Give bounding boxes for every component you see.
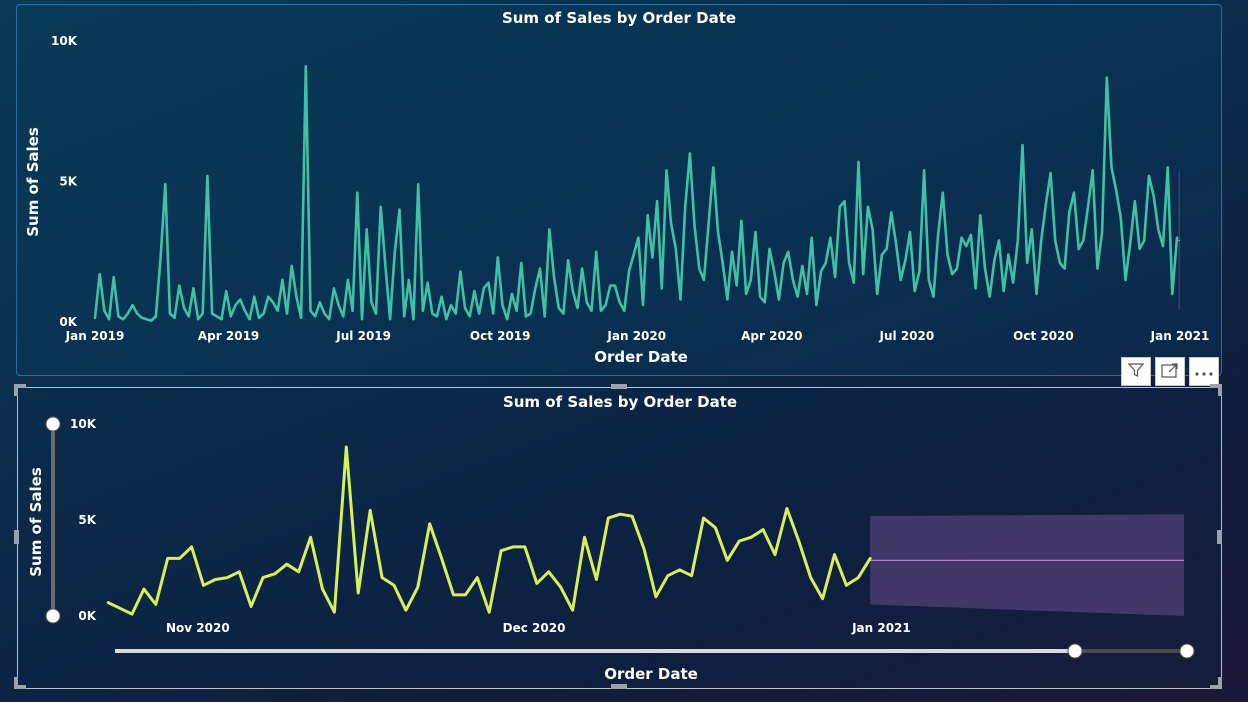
bottom-x-tick-label: Jan 2021 (851, 621, 911, 635)
top-forecast-band (1178, 167, 1180, 311)
resize-handle-top-right[interactable] (1210, 384, 1222, 388)
more-options-button[interactable] (1189, 357, 1219, 386)
resize-handle-top[interactable] (611, 384, 627, 389)
focus-mode-icon (1160, 361, 1180, 383)
top-x-tick-label: Jan 2021 (1150, 329, 1210, 343)
top-line-chart[interactable]: Sum of Sales by Order Date Sum of Sales … (0, 0, 1248, 380)
filter-icon (1127, 361, 1145, 383)
bottom-sales-series-line[interactable] (106, 445, 872, 616)
resize-handle-top-right-v[interactable] (1218, 384, 1222, 396)
resize-handle-bottom-left-v[interactable] (14, 677, 18, 689)
top-x-tick-label: Apr 2020 (741, 329, 802, 343)
bottom-x-axis-title: Order Date (604, 665, 698, 683)
more-options-icon (1194, 362, 1214, 381)
resize-handle-bottom-left[interactable] (14, 685, 26, 689)
bottom-y-tick-label: 0K (78, 609, 96, 623)
x-range-slider-selected (115, 649, 1075, 653)
bottom-y-tick-label: 5K (78, 513, 96, 527)
top-x-axis-title: Order Date (594, 348, 688, 366)
top-y-tick-label: 0K (59, 315, 77, 329)
top-x-tick-label: Jul 2019 (335, 329, 391, 343)
top-x-tick-label: Jan 2019 (65, 329, 125, 343)
resize-handle-right[interactable] (1217, 530, 1222, 544)
bottom-line-chart[interactable]: Sum of Sales by Order Date Sum of Sales … (0, 380, 1248, 700)
top-chart-title: Sum of Sales by Order Date (502, 9, 736, 27)
resize-handle-top-left-v[interactable] (14, 384, 18, 396)
top-x-tick-label: Oct 2019 (470, 329, 531, 343)
y-range-slider-track[interactable] (51, 424, 55, 616)
resize-handle-bottom-right[interactable] (1210, 685, 1222, 689)
resize-handle-top-left[interactable] (14, 384, 26, 388)
filter-button[interactable] (1121, 357, 1151, 386)
top-y-tick-label: 5K (59, 175, 77, 189)
bottom-y-axis-title: Sum of Sales (27, 467, 45, 577)
bottom-y-tick-label: 10K (70, 417, 97, 431)
y-range-slider-max-handle[interactable] (45, 416, 61, 432)
top-x-tick-label: Apr 2019 (198, 329, 259, 343)
resize-handle-bottom-right-v[interactable] (1218, 677, 1222, 689)
top-x-tick-label: Jul 2020 (879, 329, 935, 343)
bottom-x-tick-label: Dec 2020 (503, 621, 566, 635)
bottom-chart-title: Sum of Sales by Order Date (503, 393, 737, 411)
top-y-tick-label: 10K (51, 34, 78, 48)
visual-header-toolbar (1121, 357, 1219, 386)
top-sales-series-line[interactable] (93, 65, 1179, 322)
x-range-slider-start-handle[interactable] (1067, 643, 1083, 659)
bottom-x-tick-label: Nov 2020 (166, 621, 230, 635)
x-range-slider-end-handle[interactable] (1179, 643, 1195, 659)
focus-mode-button[interactable] (1155, 357, 1185, 386)
top-x-tick-label: Oct 2020 (1013, 329, 1074, 343)
y-range-slider-min-handle[interactable] (45, 608, 61, 624)
resize-handle-bottom[interactable] (611, 684, 627, 689)
bottom-forecast-band (870, 514, 1184, 616)
resize-handle-left[interactable] (14, 530, 19, 544)
top-y-axis-title: Sum of Sales (24, 127, 42, 237)
top-x-tick-label: Jan 2020 (606, 329, 666, 343)
